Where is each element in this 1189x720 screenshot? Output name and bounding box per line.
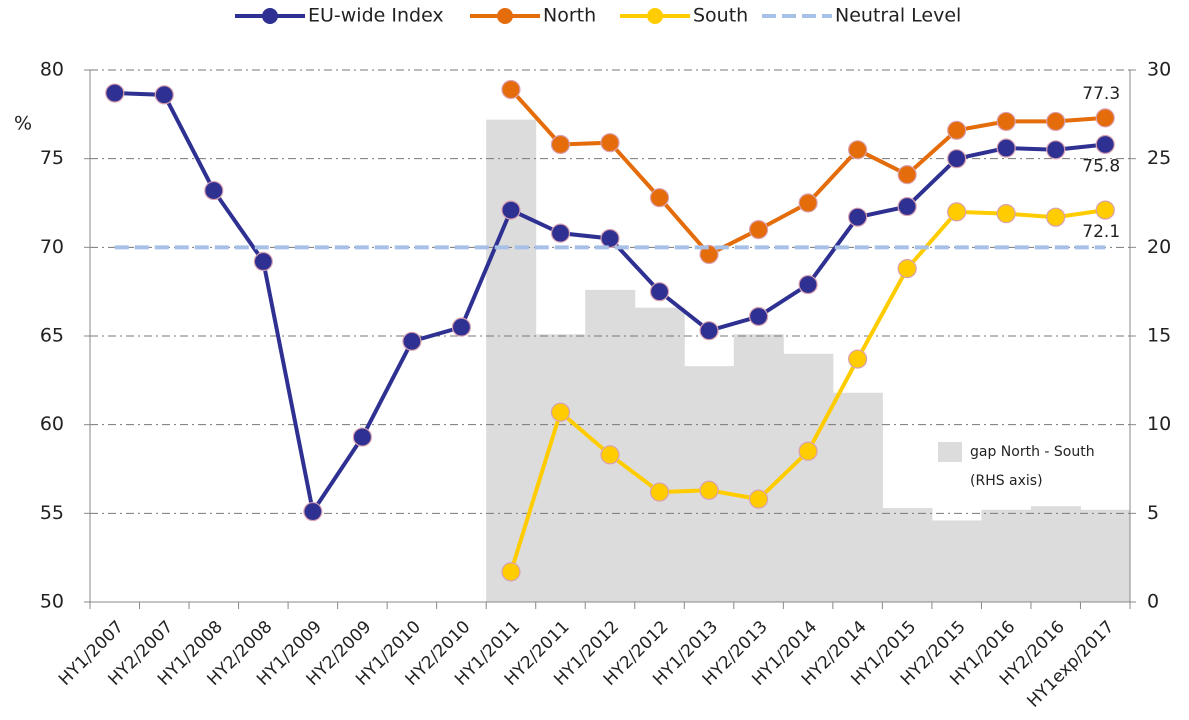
marker bbox=[996, 204, 1016, 224]
marker bbox=[451, 317, 472, 337]
y2-tick-label: 15 bbox=[1147, 325, 1171, 347]
marker bbox=[699, 244, 719, 265]
y2-tick-label: 20 bbox=[1147, 236, 1171, 258]
marker bbox=[947, 149, 967, 169]
marker bbox=[699, 480, 719, 500]
y-tick-label: 60 bbox=[40, 413, 64, 435]
marker bbox=[204, 180, 224, 201]
marker bbox=[501, 79, 521, 100]
marker bbox=[105, 83, 125, 103]
bar bbox=[832, 392, 883, 602]
marker bbox=[600, 445, 620, 465]
data-label: 77.3 bbox=[1082, 84, 1120, 104]
marker bbox=[303, 501, 323, 522]
legend-label: Neutral Level bbox=[835, 5, 961, 27]
y-tick-label: 50 bbox=[40, 591, 64, 613]
legend-marker bbox=[262, 8, 278, 24]
legend-label: South bbox=[693, 5, 748, 27]
marker bbox=[1095, 108, 1115, 128]
marker bbox=[501, 562, 521, 582]
y-axis-label: % bbox=[14, 113, 32, 135]
marker bbox=[649, 188, 670, 208]
y2-tick-label: 25 bbox=[1147, 147, 1171, 169]
marker bbox=[798, 441, 818, 461]
data-label: 72.1 bbox=[1082, 222, 1120, 242]
legend-label: gap North - South bbox=[970, 444, 1095, 460]
marker bbox=[600, 228, 620, 249]
marker bbox=[600, 133, 620, 153]
x-tick-label: HY1exp/2017 bbox=[1024, 617, 1119, 712]
legend-label: EU-wide Index bbox=[308, 5, 444, 27]
legend-swatch bbox=[938, 442, 962, 462]
legend-label: North bbox=[543, 5, 596, 27]
marker bbox=[748, 306, 769, 327]
marker bbox=[748, 220, 769, 240]
y2-tick-label: 0 bbox=[1147, 591, 1159, 613]
bar bbox=[1080, 509, 1131, 602]
bar bbox=[733, 334, 784, 602]
marker bbox=[550, 223, 571, 243]
marker bbox=[1095, 200, 1115, 220]
marker bbox=[848, 140, 868, 160]
marker bbox=[897, 259, 917, 279]
marker bbox=[897, 165, 917, 185]
y-tick-label: 65 bbox=[40, 325, 64, 347]
bar bbox=[931, 520, 982, 602]
marker bbox=[550, 402, 571, 422]
marker bbox=[550, 134, 571, 155]
bar bbox=[486, 119, 537, 603]
marker bbox=[996, 138, 1016, 158]
marker bbox=[649, 482, 670, 502]
marker bbox=[798, 274, 818, 295]
y2-tick-label: 30 bbox=[1147, 59, 1171, 81]
bar bbox=[981, 509, 1032, 602]
line bbox=[509, 88, 1106, 257]
marker bbox=[1046, 207, 1066, 227]
marker bbox=[1046, 111, 1066, 132]
marker bbox=[897, 196, 917, 217]
marker bbox=[996, 111, 1016, 132]
data-label: 75.8 bbox=[1082, 156, 1120, 176]
marker bbox=[798, 193, 818, 213]
bar bbox=[1030, 506, 1081, 602]
legend-marker bbox=[647, 8, 663, 24]
legend-marker bbox=[497, 8, 513, 24]
y-tick-label: 75 bbox=[40, 147, 64, 169]
marker bbox=[402, 331, 422, 351]
marker bbox=[947, 120, 967, 140]
y-tick-label: 70 bbox=[40, 236, 64, 258]
marker bbox=[699, 321, 719, 341]
bar bbox=[634, 307, 685, 602]
marker bbox=[154, 85, 174, 105]
marker bbox=[501, 200, 521, 220]
legend-note: (RHS axis) bbox=[970, 473, 1043, 489]
marker bbox=[848, 349, 868, 369]
marker bbox=[649, 282, 670, 302]
marker bbox=[748, 489, 769, 509]
y2-tick-label: 5 bbox=[1147, 502, 1159, 524]
bar bbox=[783, 353, 834, 602]
marker bbox=[1095, 134, 1115, 155]
bar bbox=[882, 508, 933, 602]
marker bbox=[253, 251, 273, 272]
marker bbox=[947, 202, 967, 222]
marker bbox=[1046, 140, 1066, 160]
marker bbox=[848, 207, 868, 227]
marker bbox=[352, 427, 372, 447]
y2-tick-label: 10 bbox=[1147, 413, 1171, 435]
y-tick-label: 80 bbox=[40, 59, 64, 81]
y-tick-label: 55 bbox=[40, 502, 64, 524]
